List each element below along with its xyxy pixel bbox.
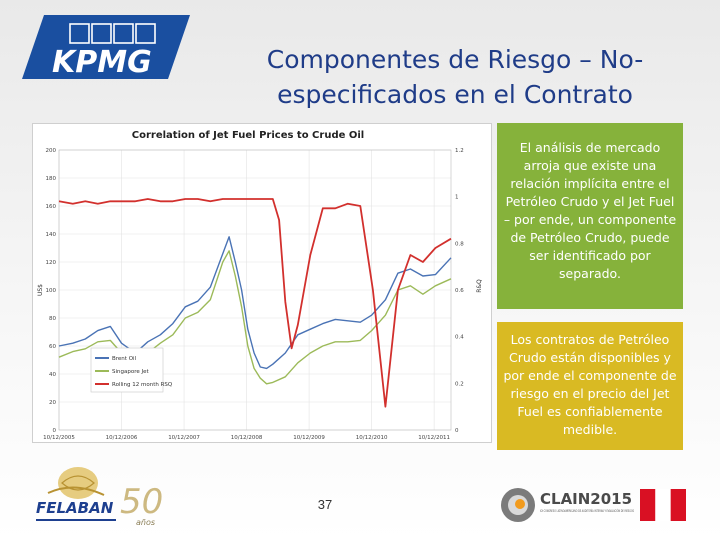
y-axis-right-label: R&Q bbox=[476, 279, 483, 293]
y-right-tick-label: 0.8 bbox=[455, 241, 464, 247]
felaban-logo: FELABAN 50 años bbox=[34, 463, 164, 531]
y-axis-left-label: US$ bbox=[37, 284, 44, 296]
clain-logo: CLAIN2015 XX CONGRESO LATINOAMERICANO DE… bbox=[498, 484, 636, 526]
y-left-tick-label: 200 bbox=[46, 148, 57, 154]
felaban-50-text: 50 bbox=[120, 482, 163, 522]
x-tick-label: 10/12/2009 bbox=[293, 435, 325, 441]
y-left-tick-label: 60 bbox=[49, 344, 56, 350]
slide-title: Componentes de Riesgo – No-especificados… bbox=[266, 45, 644, 109]
y-left-tick-label: 0 bbox=[53, 428, 57, 434]
y-left-tick-label: 140 bbox=[46, 232, 57, 238]
x-tick-label: 10/12/2006 bbox=[106, 435, 138, 441]
x-tick-label: 10/12/2010 bbox=[356, 435, 388, 441]
fuel-correlation-chart: Correlation of Jet Fuel Prices to Crude … bbox=[37, 130, 483, 441]
y-left-tick-label: 100 bbox=[46, 288, 57, 294]
legend-label: Singapore Jet bbox=[112, 369, 150, 375]
x-tick-label: 10/12/2007 bbox=[168, 435, 200, 441]
contracts-textbox: Los contratos de Petróleo Crudo están di… bbox=[497, 322, 683, 450]
y-right-tick-label: 0.6 bbox=[455, 288, 464, 294]
chart-panel: Correlation of Jet Fuel Prices to Crude … bbox=[32, 123, 492, 443]
y-left-tick-label: 120 bbox=[46, 260, 57, 266]
y-right-tick-label: 0.4 bbox=[455, 335, 464, 341]
kpmg-logo: KPMG bbox=[22, 15, 190, 80]
clain-text: CLAIN2015 bbox=[540, 490, 632, 508]
x-tick-label: 10/12/2011 bbox=[418, 435, 450, 441]
page-number: 37 bbox=[317, 497, 333, 512]
y-right-tick-label: 0 bbox=[455, 428, 459, 434]
y-right-tick-label: 0.2 bbox=[455, 381, 464, 387]
x-tick-label: 10/12/2008 bbox=[231, 435, 263, 441]
analysis-textbox: El análisis de mercado arroja que existe… bbox=[497, 123, 683, 309]
y-left-tick-label: 20 bbox=[49, 400, 56, 406]
felaban-text: FELABAN bbox=[36, 499, 114, 517]
chart-title: Correlation of Jet Fuel Prices to Crude … bbox=[132, 130, 364, 141]
x-tick-label: 10/12/2005 bbox=[43, 435, 75, 441]
peru-flag bbox=[640, 489, 686, 521]
plot-frame bbox=[58, 149, 452, 431]
legend-label: Rolling 12 month RSQ bbox=[112, 382, 173, 388]
clain-subtitle: XX CONGRESO LATINOAMERICANO DE AUDITORÍA… bbox=[540, 508, 634, 513]
series-line-3 bbox=[58, 198, 452, 408]
y-left-tick-label: 80 bbox=[49, 316, 56, 322]
y-left-tick-label: 40 bbox=[49, 372, 56, 378]
felaban-anos-text: años bbox=[136, 518, 155, 527]
kpmg-logo-text: KPMG bbox=[52, 45, 152, 79]
globe-icon bbox=[58, 467, 98, 499]
y-left-tick-label: 180 bbox=[46, 176, 57, 182]
legend-label: Brent Oil bbox=[112, 356, 137, 362]
y-left-tick-label: 160 bbox=[46, 204, 57, 210]
y-right-tick-label: 1 bbox=[455, 195, 459, 201]
y-right-tick-label: 1.2 bbox=[455, 148, 464, 154]
